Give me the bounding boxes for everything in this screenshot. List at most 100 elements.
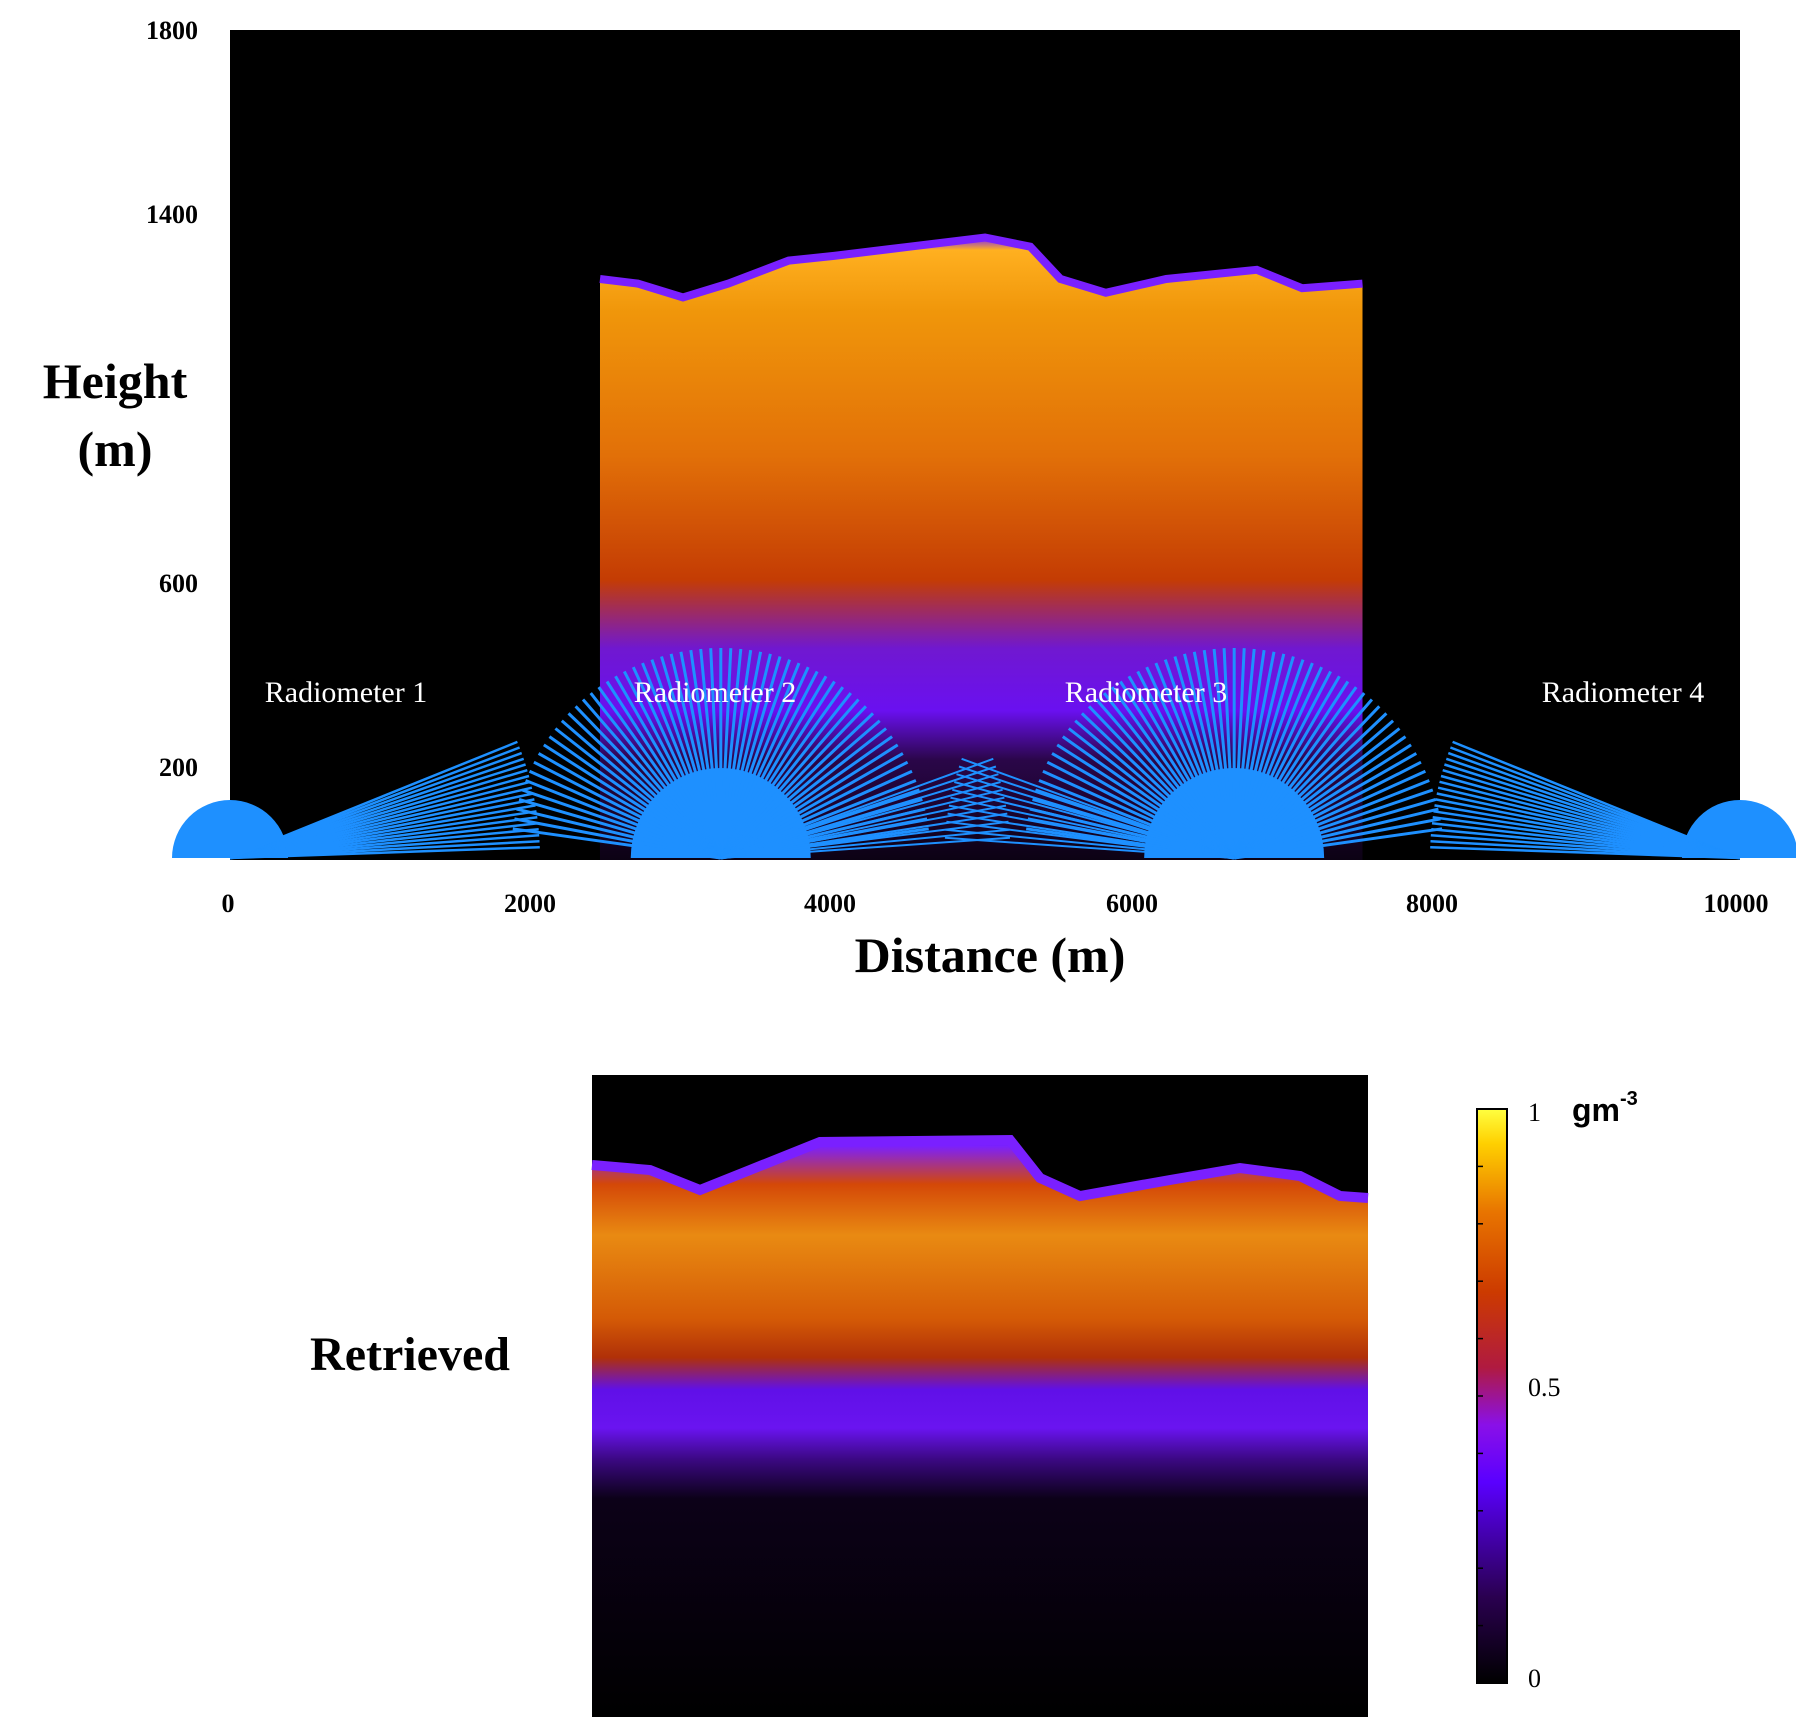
beam-line [720,779,917,860]
retrieved-top-edge [591,1134,1369,1203]
beam-line [719,719,881,860]
beam-line [719,698,860,859]
beam-line [720,836,1011,859]
beam-line [631,666,723,859]
radiometer-label: Radiometer 1 [265,676,427,709]
x-tick-label: 6000 [1106,889,1158,918]
beam-line [1212,648,1236,859]
beam-line [1222,648,1236,859]
beam-line [622,670,723,859]
beam-line [1430,845,1741,860]
beam-line [719,692,852,859]
x-tick-label: 10000 [1704,889,1769,918]
beam-line [719,712,875,860]
x-tick-label: 4000 [804,889,856,918]
beam-line [1233,752,1418,860]
beam-line [1232,666,1323,859]
beam-line [1233,827,1443,860]
beam-line [660,656,723,859]
beam-line [1136,670,1236,859]
beam-line [1051,752,1235,860]
beam-line [1183,653,1236,859]
beam-line [512,827,721,860]
radiometer-dome [1682,800,1796,858]
beam-line [1233,797,1437,860]
radiometer-label: Radiometer 2 [634,676,796,709]
beam-line [1232,649,1266,859]
beam-line [1232,662,1314,859]
beam-line [1119,680,1236,859]
beam-line [720,773,999,859]
beam-line [1233,788,1434,860]
beam-line [1173,656,1236,859]
beam-line [720,752,904,860]
beam-line [720,820,1009,859]
beam-line [719,666,810,859]
beam-line [950,796,1235,859]
beam-line [1046,760,1235,860]
beam-line [1080,712,1236,860]
beam-line [1233,769,1427,860]
beam-line [1042,769,1235,860]
x-tick-label: 2000 [504,889,556,918]
beam-line [944,836,1235,859]
beam-line [1233,698,1374,859]
beam-line [1233,760,1422,860]
beam-line [720,760,909,860]
beam-line [719,651,763,859]
y-tick-label: 1800 [146,16,198,45]
beam-line [1074,719,1236,860]
beam-line [589,692,722,859]
beam-line [537,752,722,860]
beam-line [1110,686,1236,859]
beam-line [581,698,722,859]
beam-line [719,705,867,860]
beam-line [699,648,723,859]
beam-line [719,680,836,859]
beam-line [720,788,1003,859]
beam-line [1154,662,1236,859]
beam-line [567,712,722,860]
beam-line [719,648,743,859]
beam-line [1232,648,1256,859]
beam-line [597,686,722,859]
beam-line [1163,659,1236,859]
x-axis-label: Distance (m) [855,927,1126,983]
beam-line [1127,675,1236,859]
beam-line [1192,651,1236,859]
beam-line [679,651,723,859]
beam-line [1233,712,1388,860]
beam-line [1232,670,1332,859]
beam-line [1232,653,1286,859]
beam-line [528,769,722,860]
y-axis-label: Height [43,353,188,409]
beam-line [641,662,723,859]
beam-line [689,649,723,859]
beam-line [650,659,723,859]
beam-line [1232,686,1358,859]
beam-line [720,769,913,860]
radiometer-label: Radiometer 3 [1065,676,1227,709]
radiometer-dome [172,800,288,858]
beam-line [516,807,722,860]
beam-line [514,817,722,860]
beam-line [719,675,828,859]
colorbar-unit-base: gm [1572,1092,1620,1128]
x-tick-label: 8000 [1406,889,1458,918]
radiometer-beams [172,647,1796,860]
beam-line [946,820,1235,859]
beam-line [719,659,792,859]
beam-line [1233,743,1412,860]
beam-line [719,653,772,859]
colorbar-tick-label: 0 [1528,1664,1541,1693]
beam-line [719,662,801,859]
beam-line [945,828,1235,859]
beam-line [533,760,722,860]
beam-line [1233,779,1430,860]
beam-line [958,765,1235,859]
colorbar-unit: gm-3 [1572,1088,1638,1128]
beam-line [1067,727,1236,860]
beam-line [952,788,1235,859]
beam-line [1232,651,1276,859]
